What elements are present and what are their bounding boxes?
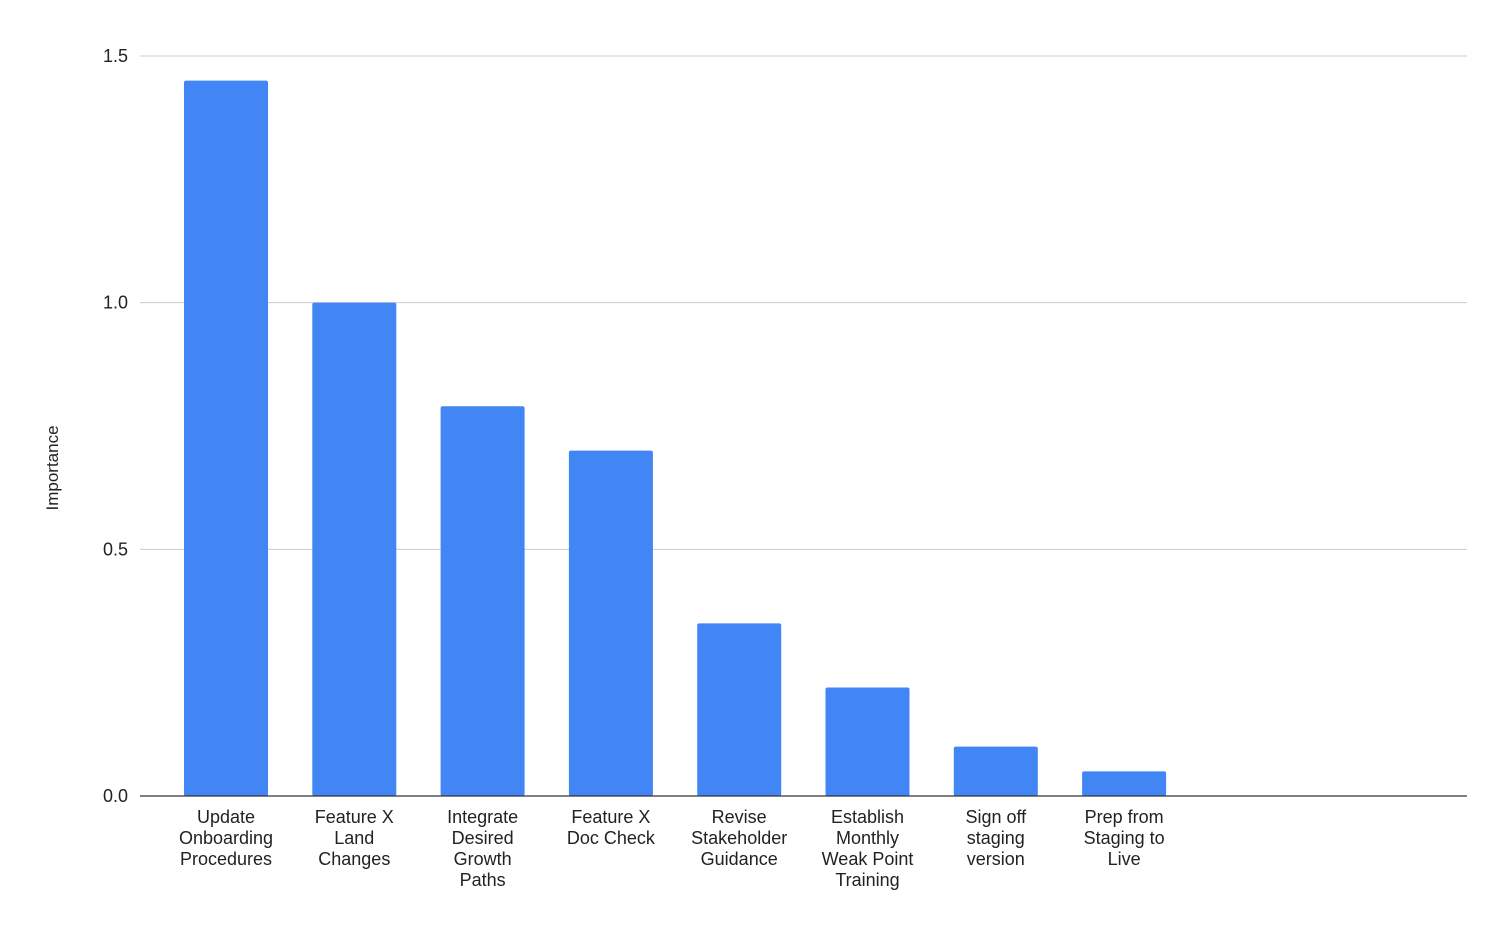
y-tick-label: 1.0 [103, 293, 128, 313]
x-tick-label: Land [334, 828, 374, 848]
y-axis-title: Importance [43, 425, 62, 510]
bar [953, 746, 1038, 796]
x-tick-label: Weak Point [822, 849, 914, 869]
y-tick-label: 1.5 [103, 46, 128, 66]
x-tick-label: Establish [831, 807, 904, 827]
x-tick-label: Monthly [836, 828, 899, 848]
x-tick-label: Staging to [1084, 828, 1165, 848]
x-tick-label: Onboarding [179, 828, 273, 848]
x-tick-label: Live [1108, 849, 1141, 869]
y-tick-label: 0.0 [103, 786, 128, 806]
y-tick-label: 0.5 [103, 539, 128, 559]
bars [184, 80, 1167, 796]
x-tick-label: Guidance [701, 849, 778, 869]
bar [440, 406, 525, 796]
x-tick-label: Update [197, 807, 255, 827]
x-tick-label: Changes [318, 849, 390, 869]
x-tick-label: Feature X [571, 807, 650, 827]
x-tick-label: Growth [454, 849, 512, 869]
x-tick-label: Feature X [315, 807, 394, 827]
bar [825, 687, 910, 796]
x-tick-label: Paths [460, 870, 506, 890]
x-tick-label: Stakeholder [691, 828, 787, 848]
bar [184, 80, 268, 796]
x-tick-label: Sign off [965, 807, 1027, 827]
x-tick-label: Revise [712, 807, 767, 827]
x-tick-label: staging [967, 828, 1025, 848]
bar [697, 623, 782, 796]
bar [568, 450, 653, 796]
bar [312, 302, 397, 796]
x-tick-label: Training [835, 870, 899, 890]
x-tick-label: Prep from [1085, 807, 1164, 827]
x-tick-label: Integrate [447, 807, 518, 827]
y-tick-labels: 0.0 0.5 1.0 1.5 [103, 46, 128, 806]
x-tick-label: version [967, 849, 1025, 869]
x-tick-label: Doc Check [567, 828, 656, 848]
x-tick-label: Procedures [180, 849, 272, 869]
bar [1082, 771, 1167, 796]
x-tick-label: Desired [452, 828, 514, 848]
